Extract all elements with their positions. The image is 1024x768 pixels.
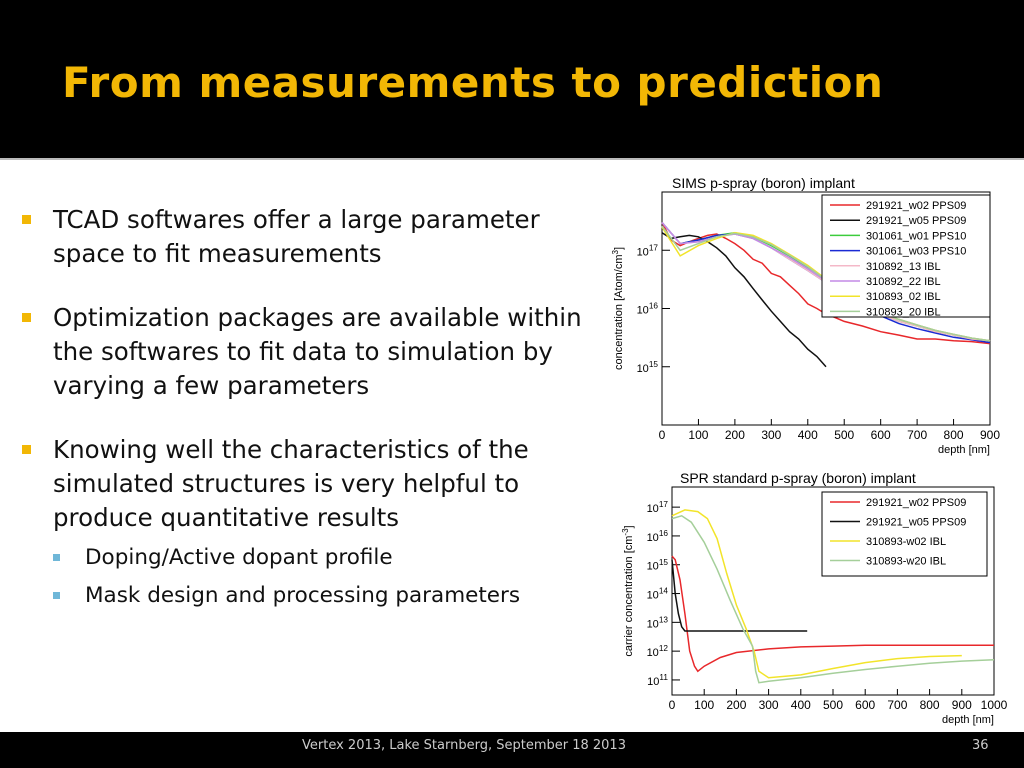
sub-bullet-square-icon: [53, 592, 60, 599]
sub-bullet-item: Mask design and processing parameters: [53, 577, 602, 615]
page-number: 36: [972, 738, 989, 753]
bullet-item: Optimization packages are available with…: [22, 301, 602, 403]
footer-text: Vertex 2013, Lake Starnberg, September 1…: [302, 738, 626, 753]
bullet-item: Knowing well the characteristics of the …: [22, 433, 602, 615]
bullet-square-icon: [22, 215, 31, 224]
bullet-square-icon: [22, 445, 31, 454]
sub-bullet-text: Doping/Active dopant profile: [85, 545, 393, 570]
sub-bullet-list: Doping/Active dopant profile Mask design…: [53, 539, 602, 615]
bullet-text: Knowing well the characteristics of the …: [53, 435, 529, 532]
bullet-square-icon: [22, 313, 31, 322]
title-bar: From measurements to prediction: [0, 0, 1024, 158]
sub-bullet-item: Doping/Active dopant profile: [53, 539, 602, 577]
bullet-item: TCAD softwares offer a large parameter s…: [22, 203, 602, 271]
title-divider: [0, 158, 1024, 160]
sub-bullet-square-icon: [53, 554, 60, 561]
bullet-list: TCAD softwares offer a large parameter s…: [22, 203, 602, 645]
slide-title: From measurements to prediction: [62, 58, 884, 107]
footer-bar: [0, 732, 1024, 768]
bullet-text: TCAD softwares offer a large parameter s…: [53, 205, 540, 268]
bullet-text: Optimization packages are available with…: [53, 303, 582, 400]
sub-bullet-text: Mask design and processing parameters: [85, 583, 521, 608]
